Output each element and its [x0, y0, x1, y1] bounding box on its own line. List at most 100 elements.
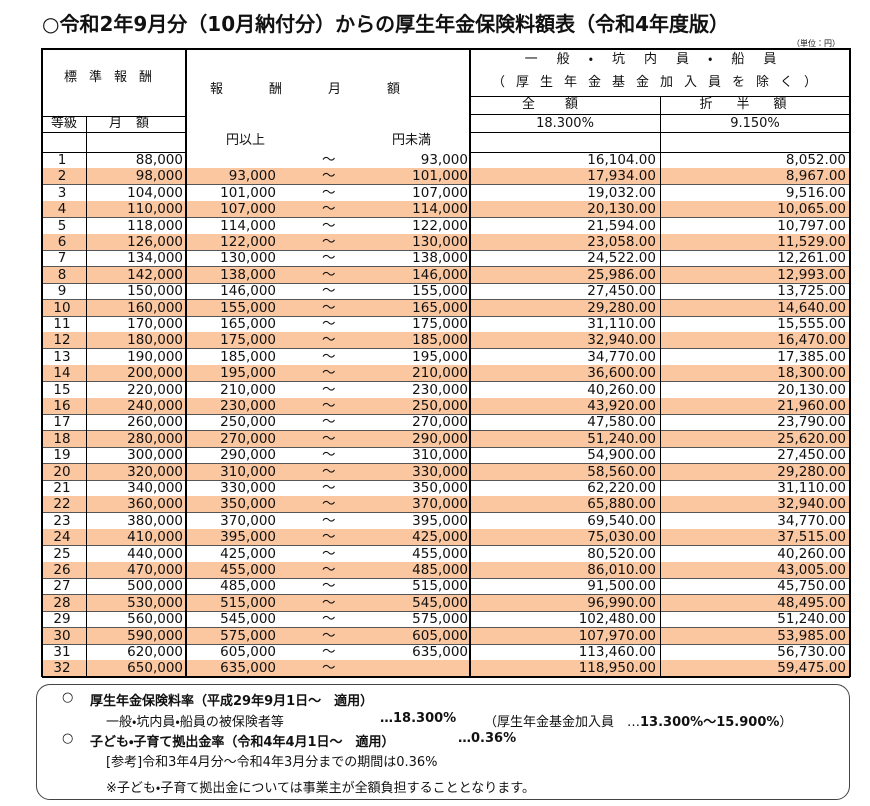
cell-half: 11,529.00 [777, 234, 846, 250]
cell-upper: 545,000 [412, 594, 468, 611]
row-background [42, 529, 850, 546]
row-rule [42, 315, 850, 317]
cell-full: 65,880.00 [587, 496, 656, 513]
cell-grade: 13 [53, 348, 71, 365]
cell-lower: 425,000 [220, 545, 276, 562]
cell-upper: 575,000 [412, 611, 468, 628]
cell-upper: 515,000 [412, 578, 468, 595]
cell-grade: 18 [53, 430, 71, 447]
cell-monthly: 380,000 [127, 512, 183, 529]
range-separator: ～ [322, 332, 336, 349]
cell-monthly: 180,000 [127, 332, 183, 349]
cell-half: 48,495.00 [777, 594, 846, 611]
cell-full: 40,260.00 [587, 381, 656, 398]
cell-half: 12,261.00 [777, 250, 846, 267]
cell-grade: 12 [53, 332, 71, 349]
note-marker: ○ [62, 731, 74, 746]
row-background [42, 234, 850, 251]
cell-monthly: 300,000 [127, 447, 183, 464]
row-background [42, 332, 850, 349]
cell-half: 23,790.00 [777, 414, 846, 431]
cell-grade: 17 [53, 414, 71, 431]
range-separator: ～ [322, 463, 336, 480]
cell-monthly: 530,000 [127, 594, 183, 611]
cell-upper: 270,000 [412, 414, 468, 431]
cell-grade: 25 [53, 545, 71, 562]
row-background [42, 660, 850, 677]
cell-lower: 114,000 [220, 217, 276, 234]
range-separator: ～ [322, 644, 336, 660]
table-border [849, 48, 851, 677]
header-full: 全額 [521, 97, 608, 112]
note-remark: ※子ども・子育て拠出金については事業主が全額負担することとなります。 [106, 781, 535, 796]
range-separator: ～ [322, 316, 336, 332]
cell-lower: 210,000 [220, 381, 276, 398]
cell-lower: 155,000 [220, 299, 276, 316]
note-fund-suffix: ） [779, 715, 793, 730]
cell-upper: 210,000 [412, 365, 468, 382]
cell-upper: 130,000 [412, 234, 468, 250]
range-separator: ～ [322, 545, 336, 562]
cell-upper: 370,000 [412, 496, 468, 513]
cell-full: 31,110.00 [587, 316, 656, 332]
cell-full: 34,770.00 [587, 348, 656, 365]
table-border [470, 114, 850, 115]
cell-lower: 330,000 [220, 480, 276, 496]
table-border [470, 151, 850, 153]
cell-half: 17,385.00 [777, 348, 846, 365]
cell-full: 20,130.00 [587, 201, 656, 218]
cell-full: 58,560.00 [587, 463, 656, 480]
cell-lower: 575,000 [220, 627, 276, 644]
cell-upper: 146,000 [412, 266, 468, 283]
cell-lower: 270,000 [220, 430, 276, 447]
range-separator: ～ [322, 398, 336, 414]
cell-full: 118,950.00 [578, 660, 656, 677]
range-separator: ～ [322, 447, 336, 464]
row-rule [42, 184, 850, 186]
range-separator: ～ [322, 152, 336, 168]
cell-full: 32,940.00 [587, 332, 656, 349]
cell-lower: 290,000 [220, 447, 276, 464]
range-separator: ～ [322, 562, 336, 578]
cell-upper: 175,000 [412, 316, 468, 332]
cell-half: 32,940.00 [777, 496, 846, 513]
cell-upper: 635,000 [412, 644, 468, 660]
row-background [42, 365, 850, 382]
row-rule [42, 249, 850, 251]
cell-upper: 101,000 [412, 168, 468, 185]
cell-lower: 185,000 [220, 348, 276, 365]
cell-lower: 146,000 [220, 283, 276, 300]
table-border [42, 116, 186, 117]
cell-monthly: 260,000 [127, 414, 183, 431]
range-separator: ～ [322, 234, 336, 250]
range-separator: ～ [322, 381, 336, 398]
cell-monthly: 620,000 [127, 644, 183, 660]
row-rule [42, 217, 850, 219]
row-background [42, 398, 850, 415]
row-rule [42, 610, 850, 612]
cell-lower: 195,000 [220, 365, 276, 382]
cell-full: 96,990.00 [587, 594, 656, 611]
cell-monthly: 88,000 [135, 152, 183, 168]
cell-lower: 635,000 [220, 660, 276, 677]
row-rule [42, 545, 850, 547]
cell-lower: 93,000 [228, 168, 276, 185]
note-title: 子ども・子育て拠出金率（令和4年4月1日～ 適用） [90, 735, 395, 750]
cell-grade: 7 [57, 250, 67, 267]
cell-full: 51,240.00 [587, 430, 656, 447]
range-separator: ～ [322, 250, 336, 267]
cell-monthly: 320,000 [127, 463, 183, 480]
range-separator: ～ [322, 594, 336, 611]
note-fund-prefix: （厚生年金基金加入員 … [484, 715, 641, 730]
range-separator: ～ [322, 611, 336, 628]
cell-upper: 395,000 [412, 512, 468, 529]
cell-monthly: 150,000 [127, 283, 183, 300]
note-fund: （厚生年金基金加入員 …13.300%～15.900%） [484, 711, 792, 730]
range-separator: ～ [322, 430, 336, 447]
cell-full: 24,522.00 [587, 250, 656, 267]
cell-monthly: 200,000 [127, 365, 183, 382]
table-border [470, 132, 850, 133]
cell-full: 107,970.00 [578, 627, 656, 644]
range-separator: ～ [322, 266, 336, 283]
